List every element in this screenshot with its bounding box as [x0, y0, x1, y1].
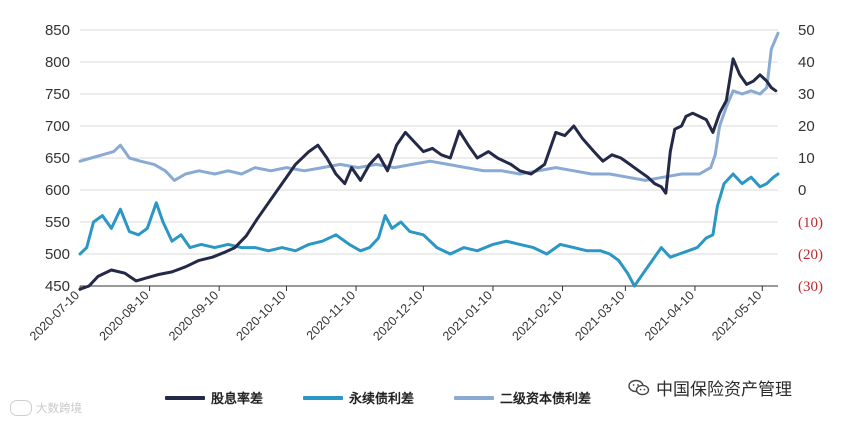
y-tick-right: 0	[798, 182, 806, 199]
y-tick-left: 650	[45, 150, 70, 167]
legend-item: 二级资本债利差	[454, 388, 591, 407]
x-tick-label: 2020-08-10	[97, 288, 152, 343]
legend-label: 二级资本债利差	[500, 392, 592, 407]
watermark-right-text: 中国保险资产管理	[656, 380, 792, 400]
y-tick-left: 850	[45, 22, 70, 39]
wechat-icon	[628, 379, 650, 395]
watermark-right: 中国保险资产管理	[628, 375, 792, 400]
x-tick-label: 2021-02-10	[510, 288, 565, 343]
y-tick-right: 30	[798, 86, 815, 103]
x-tick-label: 2020-09-10	[166, 288, 221, 343]
y-tick-right: 10	[798, 150, 815, 167]
y-tick-left: 700	[45, 118, 70, 135]
y-tick-left: 500	[45, 246, 70, 263]
series-line-1	[78, 172, 780, 288]
y-tick-left: 750	[45, 86, 70, 103]
legend-item: 永续债利差	[303, 388, 414, 407]
y-tick-left: 450	[45, 278, 70, 295]
x-tick-label: 2020-11-10	[304, 288, 358, 342]
x-tick-label: 2021-03-10	[572, 288, 627, 343]
x-tick-label: 2021-05-10	[709, 288, 764, 343]
x-tick-label: 2021-01-10	[440, 288, 495, 343]
y-tick-right: 40	[798, 54, 815, 71]
legend-swatch	[303, 395, 344, 400]
legend-swatch	[165, 395, 205, 400]
y-tick-left: 550	[45, 214, 70, 231]
watermark-left-text: 大数跨境	[36, 401, 82, 415]
x-tick-label: 2020-07-10	[27, 288, 82, 343]
y-tick-left: 800	[45, 54, 70, 71]
brand-logo-icon	[10, 400, 32, 416]
legend-label: 永续债利差	[349, 392, 415, 407]
legend: 股息率差 永续债利差 二级资本债利差	[165, 388, 631, 407]
x-tick-label: 2021-04-10	[642, 288, 697, 343]
x-tick-label: 2020-12-10	[370, 288, 425, 343]
y-tick-left: 600	[45, 182, 70, 199]
y-tick-right: 50	[798, 22, 815, 39]
legend-swatch	[454, 395, 495, 400]
series-line-2	[78, 31, 780, 182]
y-tick-right: (10)	[798, 215, 823, 231]
y-tick-right: (30)	[798, 279, 823, 295]
y-tick-right: 20	[798, 118, 815, 135]
x-tick-label: 2020-10-10	[233, 288, 288, 343]
series-line-0	[78, 57, 778, 291]
legend-label: 股息率差	[211, 392, 264, 407]
y-tick-right: (20)	[798, 247, 823, 263]
watermark-left: 大数跨境	[10, 400, 82, 416]
legend-item: 股息率差	[165, 388, 263, 407]
